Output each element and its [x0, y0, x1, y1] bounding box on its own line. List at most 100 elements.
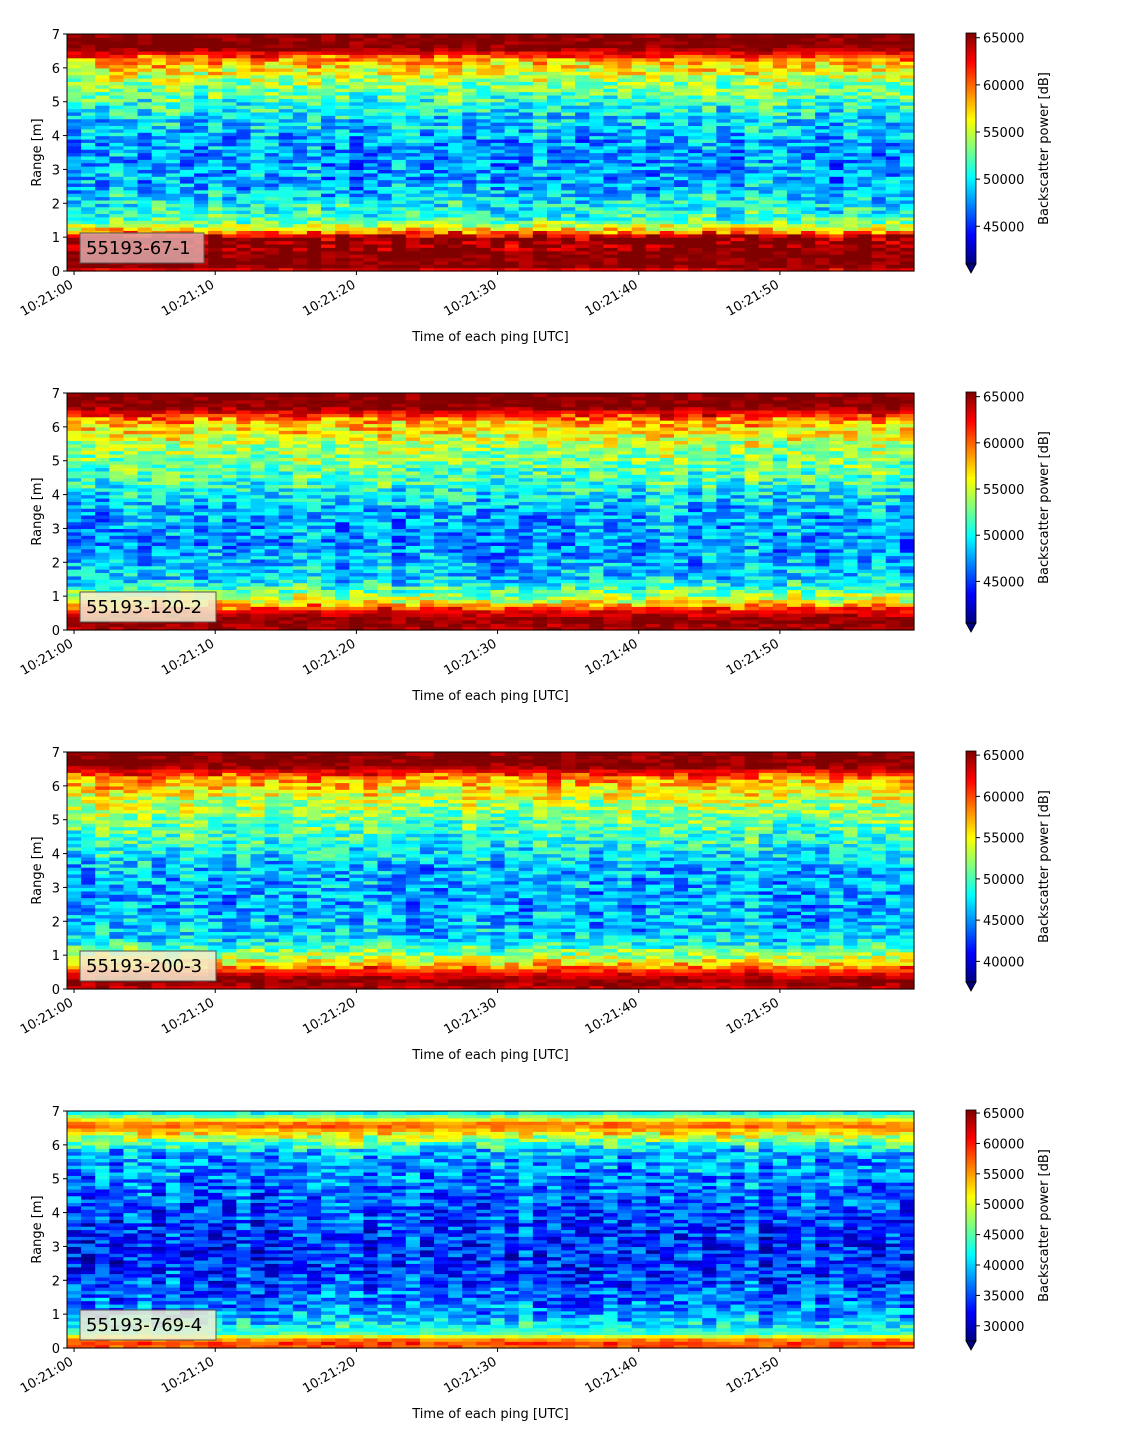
heatmap-cell [292, 172, 308, 177]
heatmap-cell [236, 67, 252, 72]
heatmap-cell [67, 182, 82, 187]
heatmap-cell [236, 138, 252, 143]
heatmap-cell [109, 57, 125, 62]
x-tick-label: 10:21:00 [18, 277, 76, 319]
heatmap-cell [306, 44, 322, 49]
heatmap-cell [81, 67, 96, 72]
heatmap-cell [67, 159, 82, 164]
heatmap-cell [321, 230, 336, 235]
heatmap-cell [250, 172, 266, 177]
heatmap-cell [109, 81, 125, 86]
heatmap-cell [278, 206, 294, 211]
heatmap-cell [137, 78, 153, 82]
heatmap-cell [292, 47, 308, 52]
heatmap-cell [137, 213, 153, 218]
heatmap-cell [222, 125, 237, 130]
heatmap-cell [95, 199, 110, 204]
heatmap-cell [67, 149, 82, 154]
heatmap-cell [292, 260, 308, 265]
heatmap-cell [250, 135, 266, 140]
heatmap-cell [95, 57, 110, 62]
heatmap-cell [194, 81, 209, 86]
heatmap-cell [250, 257, 266, 262]
heatmap-cell [67, 230, 82, 235]
heatmap-cell [123, 230, 139, 235]
heatmap-cell [165, 138, 181, 143]
heatmap-cell [278, 74, 294, 79]
heatmap-cell [95, 203, 110, 208]
heatmap-cell [151, 226, 167, 231]
heatmap-cell [335, 264, 350, 269]
heatmap-cell [306, 142, 322, 147]
heatmap-cell [208, 243, 223, 248]
heatmap-cell [321, 155, 336, 160]
colorbar-tick-label: 55000 [983, 126, 1024, 141]
heatmap-cell [81, 88, 96, 93]
heatmap-cell [67, 71, 82, 76]
heatmap-cell [67, 84, 82, 89]
heatmap-cell [165, 142, 181, 147]
heatmap-cell [151, 166, 167, 171]
x-tick-label: 10:21:10 [159, 277, 217, 319]
heatmap-cell [165, 84, 181, 89]
heatmap-cell [236, 254, 252, 259]
heatmap-cell [67, 179, 82, 184]
heatmap-cell [208, 233, 223, 238]
heatmap-cell [278, 54, 294, 59]
heatmap-cell [67, 254, 82, 259]
heatmap-cell [306, 155, 322, 160]
heatmap-cell [306, 220, 322, 225]
heatmap-cell [335, 199, 350, 204]
y-tick-label: 1 [52, 231, 60, 246]
heatmap-cell [292, 237, 308, 242]
heatmap-cell [95, 186, 110, 191]
heatmap-cell [278, 71, 294, 76]
heatmap-cell [236, 237, 252, 242]
heatmap-cell [321, 223, 336, 228]
heatmap-cell [250, 179, 266, 184]
heatmap-cell [222, 40, 237, 45]
heatmap-cell [165, 98, 181, 103]
heatmap-cell [137, 54, 153, 59]
heatmap-cell [236, 240, 252, 245]
heatmap-cell [208, 145, 223, 150]
heatmap-cell [222, 105, 237, 110]
heatmap-cell [137, 162, 153, 167]
heatmap-cell [236, 111, 252, 116]
heatmap-cell [165, 193, 181, 198]
heatmap-cell [306, 213, 322, 218]
heatmap-cell [179, 57, 195, 62]
heatmap-cell [109, 101, 125, 106]
heatmap-cell [306, 162, 322, 167]
heatmap-cell [179, 226, 195, 231]
heatmap-cell [208, 193, 223, 198]
heatmap-cell [208, 118, 223, 123]
heatmap-cell [335, 179, 350, 184]
heatmap-cell [321, 247, 336, 252]
heatmap-cell [264, 159, 280, 164]
heatmap-cell [321, 166, 336, 171]
x-tick-label: 10:21:30 [441, 277, 499, 319]
heatmap-cell [264, 179, 280, 184]
heatmap-cell [109, 67, 125, 72]
heatmap-cell [264, 94, 280, 99]
heatmap-cell [236, 84, 252, 89]
heatmap-cell [81, 162, 96, 167]
heatmap-cell [194, 186, 209, 191]
heatmap-cell [151, 213, 167, 218]
heatmap-cell [81, 155, 96, 160]
heatmap-cell [208, 166, 223, 171]
heatmap-cell [109, 74, 125, 79]
heatmap-cell [250, 203, 266, 208]
heatmap-cell [67, 166, 82, 171]
heatmap-cell [306, 189, 322, 194]
heatmap-cell [67, 98, 82, 103]
heatmap-cell [335, 37, 350, 42]
heatmap-cell [123, 267, 139, 272]
heatmap-cell [179, 132, 195, 137]
heatmap-cell [292, 50, 308, 55]
heatmap-cell [222, 172, 237, 177]
heatmap-cell [137, 105, 153, 110]
heatmap-cell [137, 74, 153, 79]
heatmap-cell [306, 172, 322, 177]
